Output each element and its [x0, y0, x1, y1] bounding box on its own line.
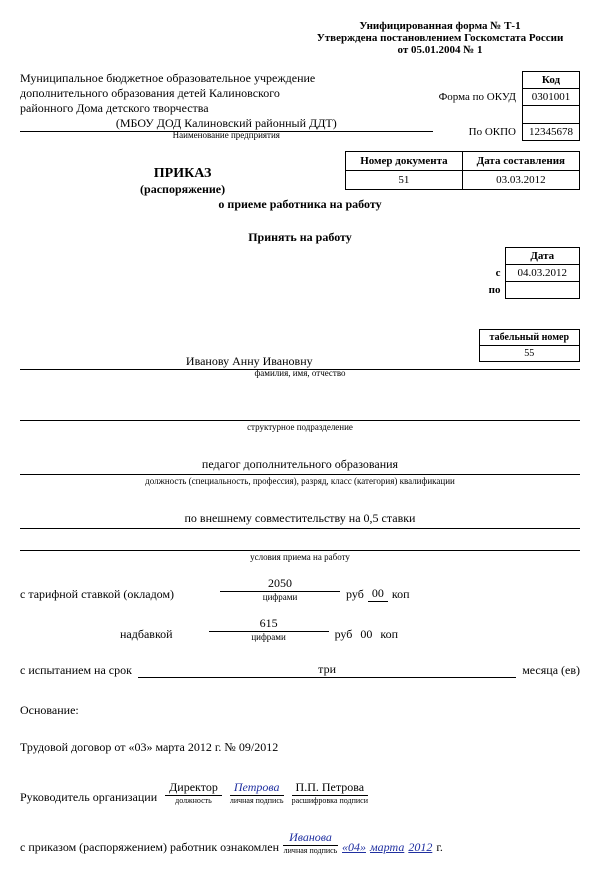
addon-caption: цифрами: [203, 632, 335, 642]
manager-position: Директор: [165, 780, 222, 796]
probation-row: с испытанием на срок три месяца (ев): [20, 662, 580, 678]
tab-number-table: табельный номер 55: [479, 329, 580, 362]
addon-value: 615: [209, 616, 329, 632]
basis-label: Основание:: [20, 703, 580, 718]
form-approval-date: от 05.01.2004 № 1: [300, 44, 580, 56]
org-line3: районного Дома детского творчества: [20, 101, 433, 116]
tariff-caption: цифрами: [214, 592, 346, 602]
manager-signature: Петрова: [230, 780, 284, 796]
docdate-value: 03.03.2012: [462, 171, 579, 190]
manager-sig-cap: личная подпись: [230, 796, 284, 805]
okpo-label: По ОКПО: [433, 124, 523, 141]
tabnum-label: табельный номер: [479, 330, 579, 346]
conditions-value: по внешнему совместительству на 0,5 став…: [20, 511, 580, 529]
okud-value: 0301001: [523, 89, 580, 106]
okpo-value: 12345678: [523, 124, 580, 141]
docnum-value: 51: [346, 171, 462, 190]
form-title: Унифицированная форма № Т-1: [300, 20, 580, 32]
kop-addon: 00: [356, 627, 376, 642]
kod-label: Код: [523, 72, 580, 89]
rub-label2: руб: [335, 627, 353, 642]
manager-label: Руководитель организации: [20, 790, 157, 805]
ack-signature: Иванова: [283, 830, 338, 846]
okud-label: Форма по ОКУД: [433, 89, 523, 106]
form-approval: Утверждена постановлением Госкомстата Ро…: [300, 32, 580, 44]
manager-sign-row: Руководитель организации Директор должно…: [20, 780, 580, 805]
org-name-block: Муниципальное бюджетное образовательное …: [20, 71, 433, 140]
doc-number-table: Номер документа Дата составления 51 03.0…: [345, 151, 580, 190]
probation-unit: месяца (ев): [522, 663, 580, 678]
to-date: [505, 282, 580, 299]
conditions-caption: условия приема на работу: [20, 552, 580, 562]
ack-date2: марта: [370, 840, 404, 855]
addon-label: надбавкой: [120, 627, 173, 642]
from-date: 04.03.2012: [505, 265, 580, 282]
probation-value: три: [138, 662, 516, 678]
docdate-label: Дата составления: [462, 152, 579, 171]
rub-label: руб: [346, 587, 364, 602]
title-about: о приеме работника на работу: [20, 197, 580, 212]
org-line1: Муниципальное бюджетное образовательное …: [20, 71, 433, 86]
ack-prefix: с приказом (распоряжением) работник озна…: [20, 840, 279, 855]
unit-value: [20, 403, 580, 421]
ack-date3: 2012: [408, 840, 432, 855]
kop-label2: коп: [380, 627, 398, 642]
conditions-blank: [20, 529, 580, 551]
tariff-row: с тарифной ставкой (окладом) 2050 цифрам…: [20, 576, 580, 602]
manager-pos-cap: должность: [165, 796, 222, 805]
tabnum-value: 55: [479, 346, 579, 362]
ack-year-suffix: г.: [436, 840, 443, 855]
docnum-label: Номер документа: [346, 152, 462, 171]
form-header: Унифицированная форма № Т-1 Утверждена п…: [300, 20, 580, 56]
position-value: педагог дополнительного образования: [20, 457, 580, 475]
org-line2: дополнительного образования детей Калино…: [20, 86, 433, 101]
manager-decoded: П.П. Петрова: [292, 780, 369, 796]
accept-label: Принять на работу: [20, 230, 580, 245]
employee-caption: фамилия, имя, отчество: [20, 368, 580, 378]
unit-caption: структурное подразделение: [20, 422, 580, 432]
date-label: Дата: [505, 248, 580, 265]
work-dates-table: Дата с04.03.2012 по: [477, 247, 580, 299]
position-caption: должность (специальность, профессия), ра…: [20, 476, 580, 486]
ack-date1: «04»: [342, 840, 366, 855]
code-table: Код Форма по ОКУД0301001 По ОКПО12345678: [433, 71, 580, 141]
kop-tariff: 00: [368, 586, 388, 602]
addon-row: надбавкой 615 цифрами руб 00 коп: [20, 616, 580, 642]
probation-label: с испытанием на срок: [20, 663, 132, 678]
contract-text: Трудовой договор от «03» марта 2012 г. №…: [20, 740, 580, 755]
tariff-label: с тарифной ставкой (окладом): [20, 587, 174, 602]
kop-label: коп: [392, 587, 410, 602]
tariff-value: 2050: [220, 576, 340, 592]
from-label: с: [477, 265, 505, 282]
to-label: по: [477, 282, 505, 299]
manager-dec-cap: расшифровка подписи: [292, 796, 369, 805]
ack-sig-cap: личная подпись: [283, 846, 338, 855]
